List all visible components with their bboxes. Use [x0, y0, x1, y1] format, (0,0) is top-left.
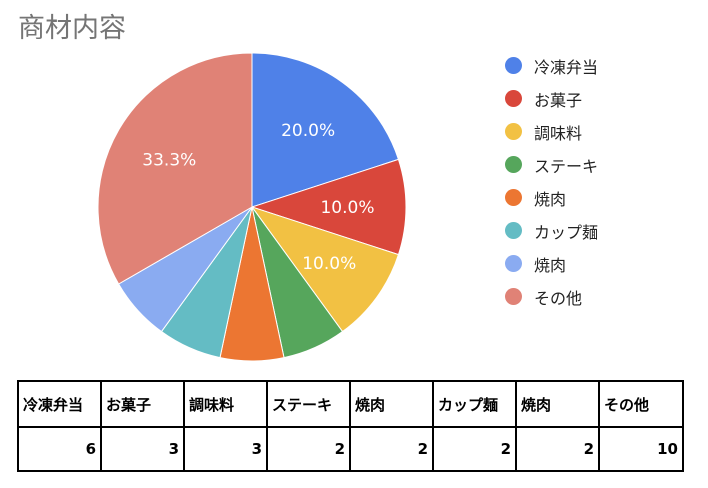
pie-slice-2 [250, 206, 400, 333]
table-header-cell-4: 焼肉 [349, 380, 434, 428]
table-value-cell-2: 3 [183, 426, 268, 472]
pie-slice-label-0: 20.0% [281, 121, 335, 141]
legend-label-1: お菓子 [534, 90, 583, 110]
legend-swatch-6 [505, 255, 522, 272]
legend-label-4: 焼肉 [534, 189, 567, 209]
table-value-cell-6: 2 [515, 426, 600, 472]
legend-swatch-4 [505, 189, 522, 206]
pie-slice-label-2: 10.0% [302, 254, 356, 274]
legend-item-1: お菓子 [505, 82, 598, 115]
legend-item-2: 調味料 [505, 115, 598, 148]
pie-slice-0 [251, 52, 400, 208]
legend-item-0: 冷凍弁当 [505, 49, 598, 82]
table-header-row: 冷凍弁当 お菓子 調味料 ステーキ 焼肉 カップ麺 焼肉 その他 [17, 380, 684, 428]
legend-item-4: 焼肉 [505, 181, 598, 214]
table-value-cell-3: 2 [266, 426, 351, 472]
table-header-cell-5: カップ麺 [432, 380, 517, 428]
legend-item-6: 焼肉 [505, 247, 598, 280]
legend-swatch-2 [505, 123, 522, 140]
pie-slice-7 [97, 52, 253, 285]
pie-chart: 20.0% 10.0% 10.0% 33.3% [97, 52, 407, 362]
legend-item-3: ステーキ [505, 148, 598, 181]
table-value-cell-4: 2 [349, 426, 434, 472]
table-value-cell-7: 10 [598, 426, 684, 472]
legend-label-5: カップ麺 [534, 222, 599, 242]
table-header-cell-6: 焼肉 [515, 380, 600, 428]
table-header-cell-7: その他 [598, 380, 684, 428]
table-value-row: 6 3 3 2 2 2 2 10 [17, 426, 684, 472]
legend-label-2: 調味料 [534, 123, 583, 143]
legend-item-7: その他 [505, 280, 598, 313]
legend-swatch-0 [505, 57, 522, 74]
pie-slice-label-7: 33.3% [142, 150, 196, 170]
table-value-cell-0: 6 [17, 426, 102, 472]
data-table: 冷凍弁当 お菓子 調味料 ステーキ 焼肉 カップ麺 焼肉 その他 6 3 3 2 2 2 2 10 [17, 380, 684, 472]
legend-swatch-7 [505, 288, 522, 305]
legend-label-3: ステーキ [534, 156, 599, 176]
table-value-cell-5: 2 [432, 426, 517, 472]
legend-swatch-1 [505, 90, 522, 107]
legend-label-0: 冷凍弁当 [534, 57, 599, 77]
legend-label-6: 焼肉 [534, 255, 567, 275]
table-header-cell-2: 調味料 [183, 380, 268, 428]
chart-title: 商材内容 [18, 13, 126, 44]
table-header-cell-1: お菓子 [100, 380, 185, 428]
pie-slice-label-1: 10.0% [320, 198, 374, 218]
table-header-cell-3: ステーキ [266, 380, 351, 428]
pie-slice-1 [250, 158, 407, 256]
table-header-cell-0: 冷凍弁当 [17, 380, 102, 428]
legend-swatch-3 [505, 156, 522, 173]
legend-swatch-5 [505, 222, 522, 239]
legend-item-5: カップ麺 [505, 214, 598, 247]
legend: 冷凍弁当 お菓子 調味料 ステーキ 焼肉 カップ麺 焼肉 その他 [505, 49, 598, 313]
table-value-cell-1: 3 [100, 426, 185, 472]
legend-label-7: その他 [534, 288, 583, 308]
